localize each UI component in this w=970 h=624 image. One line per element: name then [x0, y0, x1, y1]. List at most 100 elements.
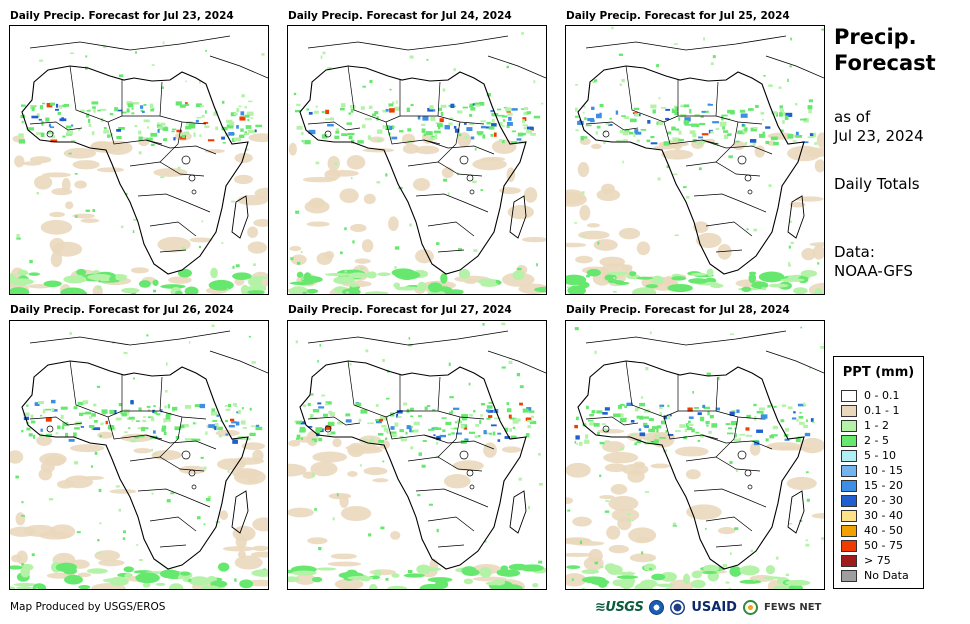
- rain-cell: [683, 104, 690, 108]
- dry-patch: [288, 142, 297, 156]
- rain-speck: [299, 420, 303, 423]
- rain-speck: [706, 372, 711, 376]
- country-border: [415, 193, 489, 213]
- rain-speck: [397, 416, 402, 418]
- rain-cell: [663, 415, 671, 420]
- light-rain-patch: [768, 283, 789, 288]
- rain-cell: [710, 130, 714, 134]
- rain-cell: [604, 440, 610, 443]
- rain-cell: [533, 115, 540, 119]
- rain-cell: [726, 432, 734, 435]
- rain-speck: [102, 44, 107, 49]
- rain-cell: [140, 109, 144, 112]
- rain-speck: [443, 178, 448, 182]
- rain-cell: [635, 131, 642, 135]
- dry-patch: [288, 463, 307, 477]
- rain-cell: [368, 105, 373, 110]
- rain-speck: [98, 280, 101, 283]
- dry-patch: [10, 450, 24, 464]
- light-rain-patch: [177, 268, 192, 278]
- rain-speck: [115, 485, 120, 488]
- country-border: [415, 488, 489, 508]
- light-rain-patch: [109, 576, 129, 586]
- rain-speck: [315, 161, 320, 165]
- dry-patch: [310, 461, 338, 477]
- rain-cell: [741, 123, 745, 127]
- legend-swatch: [841, 434, 857, 447]
- dry-patch: [304, 199, 330, 214]
- rain-cell: [520, 108, 526, 110]
- rain-cell: [486, 432, 492, 435]
- rain-cell: [327, 421, 335, 427]
- dry-patch: [65, 201, 74, 210]
- dry-patch: [588, 548, 603, 564]
- light-rain-patch: [403, 573, 425, 578]
- legend-label: 1 - 2: [864, 419, 889, 432]
- data-source-value: NOAA-GFS: [834, 262, 913, 280]
- usgs-logo: ≋USGS: [595, 599, 644, 615]
- light-rain-patch: [800, 269, 818, 278]
- light-rain-patch: [586, 268, 601, 277]
- rain-cell: [596, 113, 602, 119]
- dry-patch: [347, 470, 358, 477]
- rain-speck: [394, 246, 400, 250]
- rain-cell: [462, 418, 467, 421]
- rain-speck: [582, 111, 585, 114]
- country-border: [685, 161, 761, 177]
- rain-cell: [792, 140, 797, 142]
- rain-speck: [123, 351, 128, 355]
- europe-coastline: [585, 330, 787, 346]
- rain-cell: [399, 429, 404, 433]
- rain-cell: [675, 106, 679, 112]
- rain-cell: [740, 113, 748, 118]
- country-border: [685, 456, 761, 472]
- rain-speck: [697, 439, 701, 442]
- rain-cell: [632, 112, 638, 115]
- light-rain-patch: [739, 579, 762, 584]
- rain-cell: [385, 437, 388, 440]
- rain-cell: [516, 138, 522, 141]
- rain-cell: [429, 137, 435, 141]
- rain-speck: [150, 143, 155, 146]
- rain-cell: [709, 414, 714, 419]
- rain-speck: [96, 285, 102, 290]
- rain-cell: [126, 101, 133, 106]
- light-rain-patch: [311, 576, 323, 583]
- rain-speck: [447, 192, 450, 196]
- rain-cell: [511, 108, 518, 111]
- rain-cell: [667, 404, 670, 408]
- rain-cell: [109, 409, 115, 415]
- rain-speck: [405, 431, 408, 435]
- rain-speck: [508, 360, 513, 365]
- rain-speck: [521, 31, 524, 35]
- rain-cell: [132, 101, 140, 105]
- rain-cell: [475, 423, 480, 427]
- rain-cell: [409, 428, 412, 433]
- rain-cell: [220, 420, 223, 423]
- rain-cell: [497, 439, 501, 442]
- rain-cell: [528, 410, 535, 413]
- rain-cell: [737, 130, 743, 135]
- rain-cell: [787, 406, 793, 410]
- rain-cell: [441, 417, 447, 419]
- legend-item: 2 - 5: [841, 434, 889, 447]
- light-rain-patch: [76, 268, 87, 276]
- rain-speck: [349, 363, 352, 366]
- rain-cell: [498, 139, 503, 143]
- rain-cell: [140, 426, 146, 432]
- rain-cell: [81, 412, 87, 415]
- dry-patch: [306, 221, 330, 227]
- rain-cell: [390, 433, 397, 437]
- rain-cell: [195, 103, 202, 108]
- rain-cell: [787, 134, 794, 139]
- rain-speck: [357, 286, 360, 289]
- rain-speck: [201, 220, 204, 223]
- rain-cell: [184, 103, 190, 106]
- rain-cell: [791, 417, 797, 420]
- rain-cell: [311, 438, 317, 443]
- rain-speck: [267, 136, 268, 140]
- dry-patch: [685, 469, 701, 480]
- rain-cell: [630, 420, 635, 423]
- rain-cell: [318, 406, 325, 409]
- light-rain-patch: [785, 579, 811, 586]
